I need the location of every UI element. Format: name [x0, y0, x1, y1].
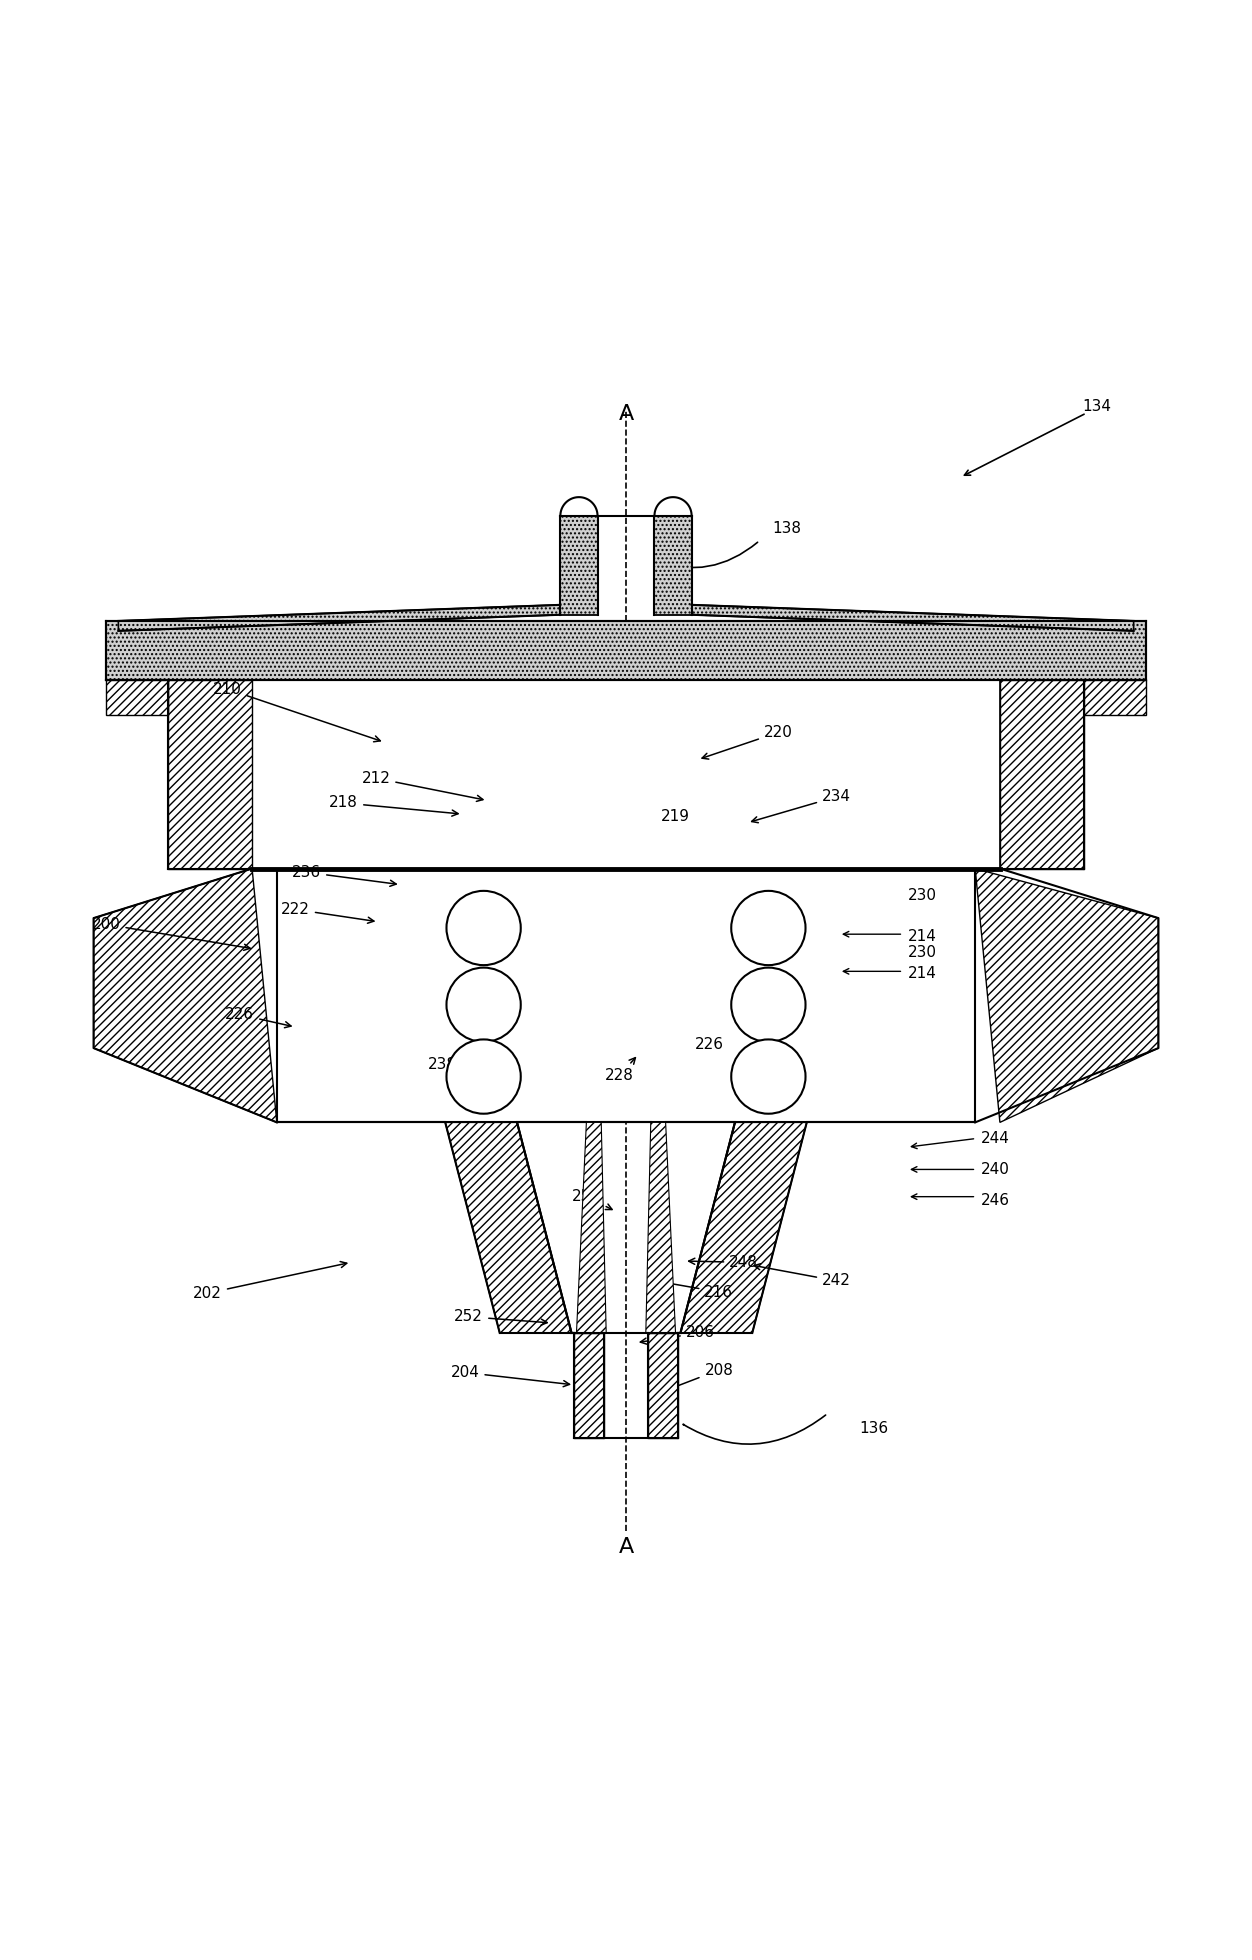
Text: 248: 248	[689, 1254, 757, 1270]
Polygon shape	[681, 1123, 806, 1333]
Text: 240: 240	[982, 1162, 1010, 1176]
Text: 208: 208	[659, 1362, 734, 1394]
Polygon shape	[1084, 680, 1146, 715]
Text: 226: 226	[225, 1007, 290, 1027]
Polygon shape	[119, 606, 561, 631]
Text: 212: 212	[362, 770, 483, 802]
Text: 234: 234	[751, 790, 851, 823]
Polygon shape	[106, 621, 1146, 680]
Text: 219: 219	[661, 809, 690, 823]
Polygon shape	[277, 868, 975, 1123]
Text: 214: 214	[908, 966, 938, 982]
Polygon shape	[561, 515, 597, 615]
Text: 136: 136	[859, 1421, 888, 1435]
Text: 206: 206	[640, 1325, 715, 1345]
Text: 228: 228	[606, 1058, 636, 1082]
FancyArrowPatch shape	[655, 543, 757, 568]
Polygon shape	[576, 1123, 606, 1333]
Text: 220: 220	[702, 725, 793, 759]
Text: 216: 216	[652, 1278, 734, 1299]
Polygon shape	[252, 680, 1000, 868]
Text: A: A	[618, 1537, 634, 1556]
Polygon shape	[573, 1333, 603, 1439]
Text: 236: 236	[292, 864, 396, 886]
Text: 204: 204	[451, 1364, 570, 1388]
Text: 242: 242	[754, 1264, 851, 1288]
Polygon shape	[649, 1333, 679, 1439]
Polygon shape	[106, 680, 168, 715]
Text: 250: 250	[572, 1190, 612, 1209]
Circle shape	[731, 892, 805, 964]
Polygon shape	[94, 868, 277, 1123]
Text: 226: 226	[695, 1037, 724, 1053]
Text: A: A	[618, 404, 634, 423]
Text: 138: 138	[772, 521, 801, 535]
FancyArrowPatch shape	[684, 1415, 825, 1445]
Text: 238: 238	[428, 1056, 457, 1072]
Text: 230: 230	[908, 945, 938, 960]
Text: 214: 214	[908, 929, 938, 945]
Text: 230: 230	[908, 888, 938, 904]
Text: 210: 210	[213, 682, 381, 741]
Polygon shape	[446, 1123, 571, 1333]
Text: 244: 244	[982, 1131, 1010, 1147]
Circle shape	[447, 968, 521, 1043]
Text: 134: 134	[1082, 400, 1111, 414]
Text: 202: 202	[193, 1262, 347, 1301]
Text: 200: 200	[91, 917, 250, 951]
Circle shape	[447, 892, 521, 964]
Polygon shape	[975, 868, 1158, 1123]
Text: 218: 218	[329, 796, 458, 815]
Polygon shape	[691, 606, 1133, 631]
Polygon shape	[168, 680, 252, 868]
Polygon shape	[655, 515, 691, 615]
Polygon shape	[1000, 680, 1084, 868]
Text: 246: 246	[982, 1194, 1010, 1207]
Text: 252: 252	[454, 1309, 547, 1325]
Circle shape	[447, 1039, 521, 1113]
Circle shape	[731, 968, 805, 1043]
Polygon shape	[646, 1123, 676, 1333]
Circle shape	[731, 1039, 805, 1113]
Text: 222: 222	[280, 902, 374, 923]
